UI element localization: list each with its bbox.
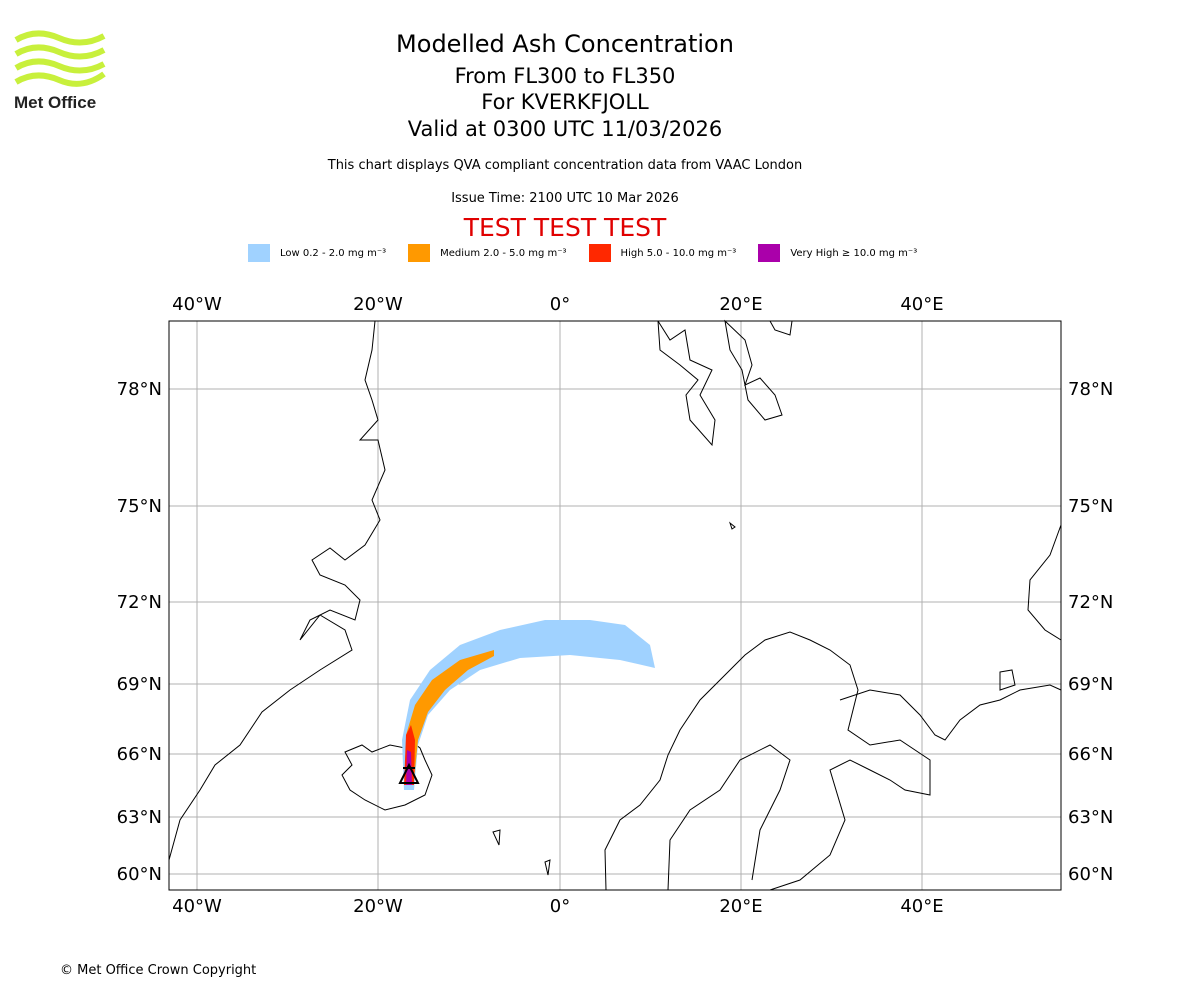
legend-item: Low 0.2 - 2.0 mg m⁻³ bbox=[248, 244, 386, 262]
legend-item: High 5.0 - 10.0 mg m⁻³ bbox=[588, 244, 737, 262]
lon-tick-label: 20°E bbox=[719, 294, 762, 315]
legend-label: High 5.0 - 10.0 mg m⁻³ bbox=[620, 247, 737, 259]
lat-tick-label: 66°N bbox=[117, 744, 162, 765]
lon-tick-label: 40°E bbox=[900, 896, 943, 917]
test-banner: TEST TEST TEST bbox=[463, 213, 667, 242]
lat-tick-label: 78°N bbox=[1068, 379, 1113, 400]
legend-swatch bbox=[408, 244, 431, 262]
lat-tick-label: 63°N bbox=[117, 807, 162, 828]
lon-tick-label: 20°W bbox=[353, 294, 403, 315]
chart-title: Modelled Ash Concentration bbox=[396, 30, 734, 58]
lat-tick-label: 72°N bbox=[1068, 592, 1113, 613]
lat-tick-label: 78°N bbox=[117, 379, 162, 400]
volcano-name: For KVERKFJOLL bbox=[481, 90, 649, 114]
lon-tick-label: 20°E bbox=[719, 896, 762, 917]
legend-swatch bbox=[758, 244, 781, 262]
lon-tick-label: 40°W bbox=[172, 294, 222, 315]
legend-swatch bbox=[588, 244, 611, 262]
issue-time: Issue Time: 2100 UTC 10 Mar 2026 bbox=[451, 191, 679, 206]
legend-label: Low 0.2 - 2.0 mg m⁻³ bbox=[280, 247, 387, 259]
lon-tick-label: 40°W bbox=[172, 896, 222, 917]
legend-label: Medium 2.0 - 5.0 mg m⁻³ bbox=[440, 247, 567, 259]
lat-tick-label: 63°N bbox=[1068, 807, 1113, 828]
volcano-icon bbox=[398, 762, 420, 784]
coastlines bbox=[168, 319, 1062, 891]
description: This chart displays QVA compliant concen… bbox=[327, 158, 803, 173]
lon-tick-label: 0° bbox=[550, 294, 570, 315]
lat-tick-label: 60°N bbox=[1068, 864, 1113, 885]
lat-tick-label: 72°N bbox=[117, 592, 162, 613]
lon-tick-label: 20°W bbox=[353, 896, 403, 917]
svg-text:Met Office: Met Office bbox=[14, 93, 96, 112]
lon-tick-label: 40°E bbox=[900, 294, 943, 315]
map-frame bbox=[168, 320, 1062, 891]
legend-item: Medium 2.0 - 5.0 mg m⁻³ bbox=[408, 244, 567, 262]
legend-item: Very High ≥ 10.0 mg m⁻³ bbox=[758, 244, 917, 262]
lat-tick-label: 69°N bbox=[117, 674, 162, 695]
legend-swatch bbox=[248, 244, 270, 262]
met-office-logo: Met Office bbox=[14, 30, 106, 112]
flight-levels: From FL300 to FL350 bbox=[454, 64, 676, 88]
legend: Low 0.2 - 2.0 mg m⁻³ Medium 2.0 - 5.0 mg … bbox=[248, 244, 939, 262]
lat-tick-label: 75°N bbox=[117, 496, 162, 517]
lat-tick-label: 69°N bbox=[1068, 674, 1113, 695]
valid-time: Valid at 0300 UTC 11/03/2026 bbox=[407, 117, 723, 141]
copyright: © Met Office Crown Copyright bbox=[60, 963, 257, 978]
lon-tick-label: 0° bbox=[550, 896, 570, 917]
legend-label: Very High ≥ 10.0 mg m⁻³ bbox=[790, 247, 918, 259]
lat-tick-label: 66°N bbox=[1068, 744, 1113, 765]
lat-tick-label: 75°N bbox=[1068, 496, 1113, 517]
ash-plume bbox=[402, 620, 655, 790]
lat-tick-label: 60°N bbox=[117, 864, 162, 885]
graticule bbox=[169, 321, 1061, 890]
